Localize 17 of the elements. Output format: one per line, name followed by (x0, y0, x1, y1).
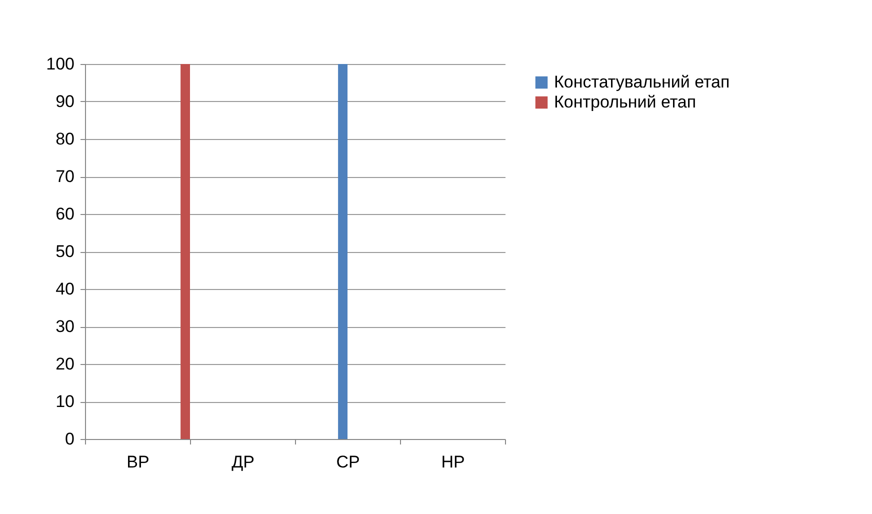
y-tick-label: 90 (56, 92, 74, 111)
x-tick-label: ДР (232, 452, 254, 472)
legend-label: Контрольний етап (554, 92, 696, 112)
y-tick-label: 100 (46, 54, 74, 74)
legend-label: Констатувальний етап (554, 72, 730, 92)
y-tick-label: 70 (56, 167, 74, 186)
x-tick-label: ВР (126, 452, 150, 472)
x-tick-label: СР (336, 452, 360, 472)
y-tick-label: 50 (56, 242, 74, 261)
x-tick-label: НР (441, 452, 465, 472)
y-tick-label: 0 (65, 430, 74, 448)
y-tick-label: 80 (56, 130, 74, 148)
y-tick-label: 60 (56, 204, 74, 224)
y-tick-label: 10 (56, 392, 74, 411)
y-tick-label: 20 (56, 354, 74, 374)
y-tick-label: 40 (56, 280, 74, 298)
y-tick-label: 30 (56, 317, 74, 336)
